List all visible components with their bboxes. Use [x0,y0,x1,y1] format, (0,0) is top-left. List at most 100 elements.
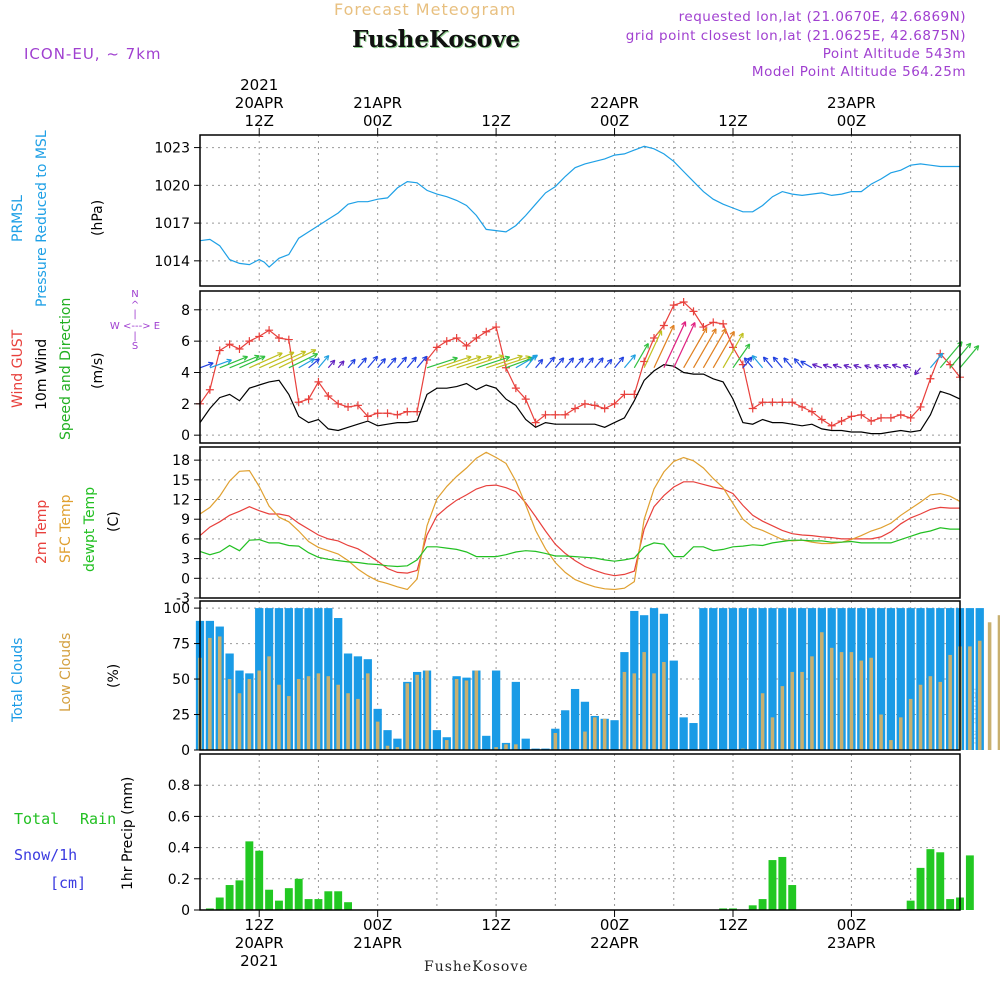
wind-arrow-head [721,328,727,334]
wind-arrow-head [498,354,505,360]
wind-arrow [466,355,504,369]
chart-title: Forecast Meteogram [334,0,517,19]
wind-arrow-head [783,357,789,363]
total-cloud-bar [936,608,945,750]
panel-frame-wind [199,290,961,444]
gust-marker [689,307,698,316]
precip-rain-label: Rain [80,810,117,828]
gust-marker [679,297,688,306]
gust-marker [817,415,826,424]
total-cloud-bar [709,608,718,750]
wind-arrow [883,364,892,369]
low-cloud-bar [425,670,429,750]
model-name: ICON-EU, ~ 7km [24,45,162,63]
footer-location: FusheKosove [424,959,529,975]
wind-arrow [436,356,472,369]
gust-marker [768,398,777,407]
gust-marker [294,398,303,407]
svg-text:^: ^ [131,300,139,311]
wind-arrow [939,341,963,369]
gust-marker [462,341,471,350]
gust-marker [867,417,876,426]
low-cloud-bar [464,680,469,750]
y-tick-label: 4 [181,365,190,381]
gust-marker [748,404,757,413]
wind-arrow-head [681,321,687,327]
total-cloud-bar [778,608,787,750]
total-cloud-bar [748,608,757,750]
wind-arrow-head [874,364,880,370]
wind-arrow [959,345,980,369]
wind-arrow [683,327,708,369]
low-cloud-bar [217,636,222,750]
total-cloud-bar [432,730,442,750]
y-tick-label: 1023 [154,141,190,157]
gust-marker [472,334,481,343]
wind-arrow-head [965,342,972,349]
gust-marker [304,395,313,404]
rain-bar [324,891,333,910]
wind-arrow [663,321,686,369]
wind-arrow-head [452,356,458,362]
gust-marker [896,410,905,419]
y-tick-label: 3 [181,552,190,568]
gust-marker [610,399,619,408]
low-cloud-bar [820,632,824,750]
wind-arrow [594,357,604,369]
x-tick-label-bottom: 00Z [837,916,866,934]
panel-frame-precip [199,753,961,911]
y-tick-label: 0 [181,571,190,587]
y-tick-label: 75 [172,637,190,653]
wind-arrow [249,352,283,369]
low-cloud-bar [583,731,587,750]
wind-arrow-head [630,354,636,360]
total-cloud-bar [699,608,708,750]
wind-arrow [812,363,823,369]
wind-arrow [914,367,921,376]
svg-text:N: N [131,289,138,300]
gust-marker [334,399,343,408]
y-tick-label: 100 [163,601,190,617]
wind-arrow-head [372,355,379,362]
rain-bar [334,891,343,910]
gust-marker [709,318,718,327]
y-tick-label: 1020 [154,178,190,194]
wind-arrow-head [772,356,779,363]
wind-arrow [712,331,735,369]
gust-marker [788,398,797,407]
gust-marker [758,398,767,407]
low-cloud-bar [770,717,775,750]
wind-arrow-head [973,345,980,351]
low-cloud-bar [829,647,834,750]
gust-marker [669,301,678,310]
x-tick-label-bottom: 22APR [590,934,639,952]
low-cloud-bar [306,676,311,750]
total-cloud-bar [689,723,698,750]
gust-marker [383,409,392,418]
low-cloud-bar [385,745,390,750]
model-altitude: Model Point Altitude 564.25m [751,64,966,80]
wind-arrow-head [822,363,829,369]
y-tick-label: 25 [172,708,190,724]
rain-bar [788,885,797,910]
wind-arrow [495,356,531,369]
gust-marker [245,337,254,346]
point-altitude: Point Altitude 543m [822,46,966,62]
gust-marker [274,334,283,343]
low-cloud-bar [652,673,656,750]
wind-arrow [902,364,911,369]
low-cloud-bar [375,721,380,750]
wind-series-0 [199,301,961,427]
gust-marker [363,412,372,421]
gust-marker [314,377,323,386]
wind-arrow [743,357,754,369]
rain-bar [748,905,757,910]
y-tick-label: 0 [181,428,190,444]
low-cloud-bar [208,637,212,750]
wind-arrow [377,358,386,369]
low-cloud-bar [899,717,903,750]
low-cloud-bar [849,652,854,750]
wind-arrow [692,328,717,369]
y-tick-label: 0.8 [168,778,190,794]
wind-arrow [416,355,428,369]
